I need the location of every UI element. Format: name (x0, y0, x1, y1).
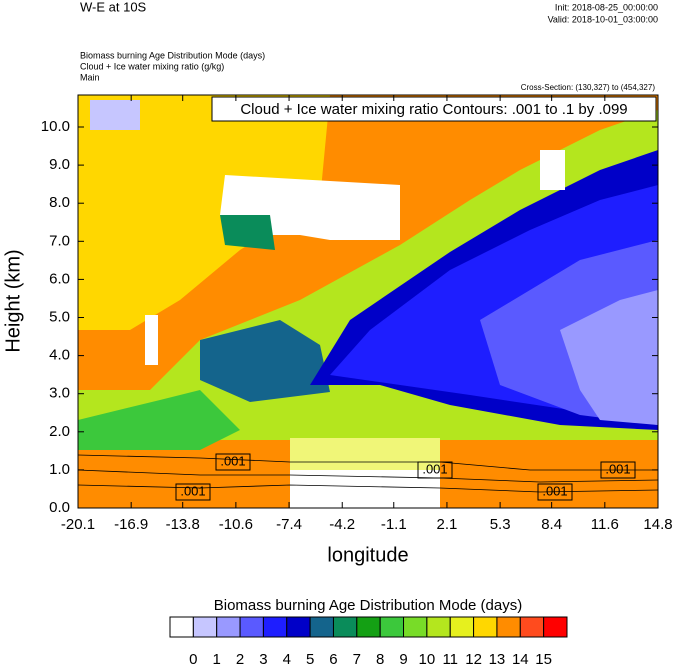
colorbar-label: 5 (306, 651, 314, 667)
colorbar-label: 8 (376, 651, 384, 667)
colorbar-box (543, 616, 568, 638)
colorbar-label: 13 (489, 651, 506, 667)
y-tick-label: 1.0 (49, 461, 70, 478)
y-tick-label: 5.0 (49, 308, 70, 325)
x-tick-label: -13.8 (166, 516, 200, 533)
colorbar-label: 7 (353, 651, 361, 667)
colorbar-label: 6 (329, 651, 337, 667)
contour-line (78, 484, 658, 493)
y-tick-label: 7.0 (49, 232, 70, 249)
chart-title: W-E at 10S (80, 0, 147, 14)
colorbar-label: 0 (189, 651, 197, 667)
x-tick-label: 5.3 (490, 516, 511, 533)
contour-label: .001 (220, 453, 245, 468)
x-tick-label: 14.8 (643, 516, 672, 533)
contour-line (78, 454, 658, 471)
x-tick-label: -7.4 (276, 516, 302, 533)
field-region (200, 320, 330, 402)
colorbar-label: 4 (283, 651, 291, 667)
y-tick-label: 8.0 (49, 194, 70, 211)
y-tick-label: 10.0 (41, 118, 70, 135)
colorbar-label: 2 (236, 651, 244, 667)
contour-label-box (417, 461, 453, 479)
y-tick-label: 6.0 (49, 270, 70, 287)
contour-label-box (215, 453, 251, 471)
field-title: Cloud + Ice water mixing ratio (g/kg) (80, 61, 224, 71)
init-time: Init: 2018-08-25_00:00:00 (555, 2, 658, 12)
x-tick-label: 2.1 (437, 516, 458, 533)
field-region (540, 150, 565, 190)
colorbar-box (449, 616, 475, 638)
contour-label-box (175, 483, 211, 501)
contour-label: .001 (422, 461, 447, 476)
colorbar-box (332, 616, 358, 638)
contour-info-box (211, 96, 657, 122)
field-region (560, 290, 658, 425)
field-title: Main (80, 72, 100, 82)
y-axis-label: Height (km) (2, 249, 24, 352)
y-tick-label: 4.0 (49, 347, 70, 364)
field (78, 95, 658, 508)
x-tick-label: 11.6 (591, 516, 619, 533)
y-tick-label: 3.0 (49, 385, 70, 402)
y-tick-label: 0.0 (49, 499, 70, 516)
x-tick-label: -10.6 (219, 516, 253, 533)
colorbar-label: 14 (512, 651, 529, 667)
x-tick-label: 8.4 (541, 516, 562, 533)
colorbar-box (309, 616, 334, 638)
colorbar-label: 15 (535, 651, 552, 667)
field-region (78, 390, 240, 450)
contour-label: .001 (605, 461, 630, 476)
contour-info: Cloud + Ice water mixing ratio Contours:… (240, 101, 627, 118)
x-axis-label: longitude (327, 544, 408, 566)
x-tick-label: -1.1 (381, 516, 407, 533)
field-region (90, 100, 140, 130)
contour-label-box (537, 483, 573, 501)
colorbar-box (473, 616, 498, 638)
field-region (78, 95, 330, 330)
colorbar-title: Biomass burning Age Distribution Mode (d… (214, 597, 522, 614)
plot-frame (77, 94, 659, 509)
colorbar-box (426, 616, 451, 638)
colorbar-label: 3 (259, 651, 267, 667)
field-region (145, 315, 158, 365)
colorbar-box (286, 616, 311, 638)
x-tick-label: -4.2 (329, 516, 355, 533)
field-title: Biomass burning Age Distribution Mode (d… (80, 50, 265, 60)
colorbar-box (379, 616, 405, 638)
valid-time: Valid: 2018-10-01_03:00:00 (548, 14, 658, 24)
y-tick-label: 9.0 (49, 156, 70, 173)
contour-line (78, 469, 658, 483)
cross-section: Cross-Section: (130,327) to (454,327) (521, 83, 656, 92)
field-region (220, 215, 275, 250)
colorbar-box (216, 616, 241, 638)
colorbar-box (239, 616, 264, 638)
colorbar-box (262, 616, 288, 638)
y-tick-label: 2.0 (49, 423, 70, 440)
colorbar-box (496, 616, 521, 638)
colorbar-label: 11 (442, 651, 458, 667)
contour-label: .001 (542, 483, 567, 498)
colorbar-label: 10 (419, 651, 436, 667)
colorbar-box (519, 616, 545, 638)
x-tick-label: -20.1 (61, 516, 95, 533)
colorbar-label: 9 (399, 651, 407, 667)
colorbar-box (192, 616, 218, 638)
colorbar-box (356, 616, 381, 638)
colorbar-box (403, 616, 428, 638)
colorbar-label: 12 (465, 651, 482, 667)
x-tick-label: -16.9 (114, 516, 148, 533)
contour-label-box (600, 461, 636, 479)
colorbar-label: 1 (213, 651, 221, 667)
contour-label: .001 (180, 483, 205, 498)
colorbar-box (169, 616, 194, 638)
